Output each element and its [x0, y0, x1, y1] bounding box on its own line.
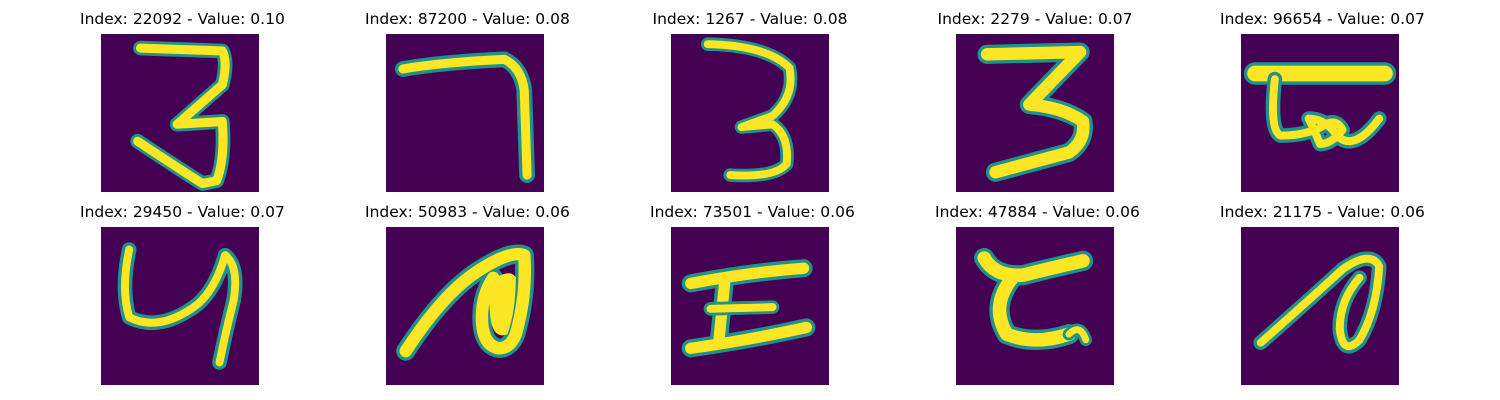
- panel-title: Index: 73501 - Value: 0.06: [650, 203, 855, 221]
- panel-title: Index: 47884 - Value: 0.06: [935, 203, 1140, 221]
- panel-title: Index: 22092 - Value: 0.10: [80, 10, 285, 28]
- panel-title: Index: 87200 - Value: 0.08: [365, 10, 570, 28]
- panel-title: Index: 50983 - Value: 0.06: [365, 203, 570, 221]
- digit-image: [671, 34, 829, 192]
- panel-title: Index: 96654 - Value: 0.07: [1220, 10, 1425, 28]
- digit-image: [956, 227, 1114, 385]
- digit-image: [386, 227, 544, 385]
- digit-image: [386, 34, 544, 192]
- digit-image: [956, 34, 1114, 192]
- panel-title: Index: 1267 - Value: 0.08: [652, 10, 848, 28]
- digit-image: [101, 227, 259, 385]
- digit-image: [1241, 227, 1399, 385]
- digit-image: [101, 34, 259, 192]
- panel-title: Index: 29450 - Value: 0.07: [80, 203, 285, 221]
- digit-image: [1241, 34, 1399, 192]
- panel-title: Index: 2279 - Value: 0.07: [937, 10, 1133, 28]
- digit-image: [671, 227, 829, 385]
- panel-title: Index: 21175 - Value: 0.06: [1220, 203, 1425, 221]
